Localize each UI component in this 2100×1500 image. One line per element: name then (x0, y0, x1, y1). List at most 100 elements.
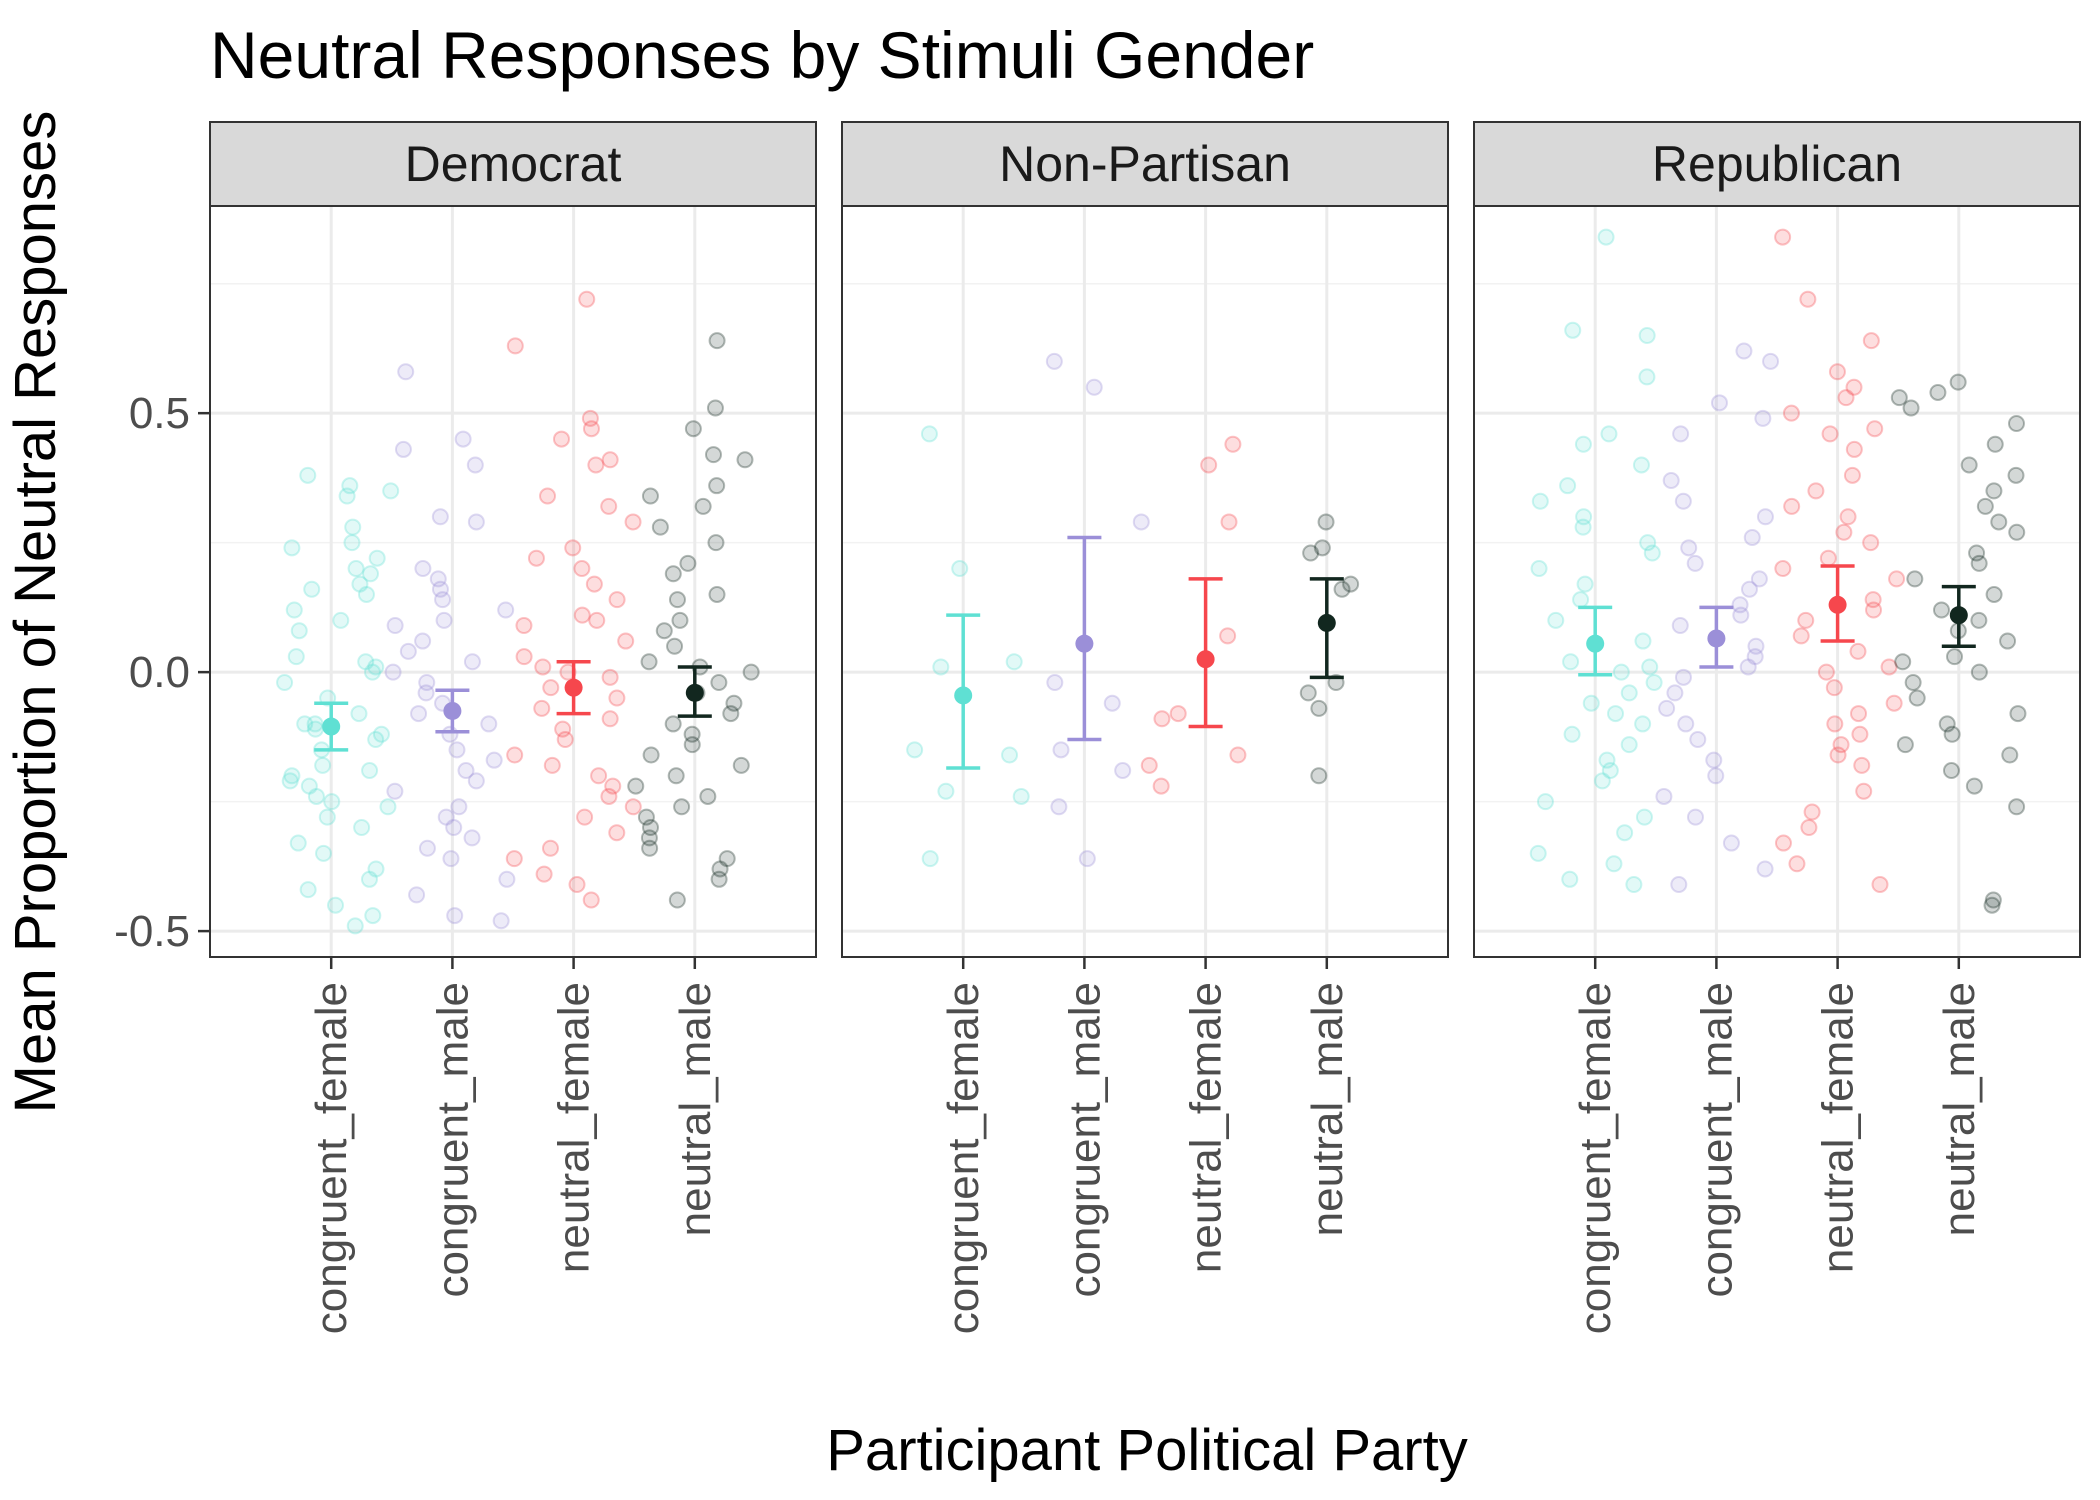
data-point-neutral_male (1302, 544, 1320, 562)
data-point-congruent_female (290, 622, 308, 640)
data-point-neutral_male (2007, 466, 2025, 484)
data-point-neutral_male (1894, 653, 1912, 671)
data-point-congruent_female (347, 560, 365, 578)
data-point-congruent_female (1561, 870, 1579, 888)
data-point-neutral_male (627, 777, 645, 795)
data-point-neutral_female (1865, 601, 1883, 619)
data-point-congruent_female (338, 487, 356, 505)
data-point-congruent_male (1735, 342, 1753, 360)
data-point-neutral_male (707, 534, 725, 552)
data-point-neutral_female (1862, 534, 1880, 552)
data-point-congruent_female (379, 798, 397, 816)
data-point-congruent_male (498, 870, 516, 888)
data-point-congruent_female (1635, 808, 1653, 826)
data-point-neutral_female (1774, 834, 1792, 852)
data-point-neutral_male (642, 746, 660, 764)
data-point-neutral_male (1986, 435, 2004, 453)
data-point-neutral_female (535, 865, 553, 883)
data-point-congruent_male (441, 725, 459, 743)
data-point-congruent_male (417, 684, 435, 702)
data-point-neutral_female (576, 808, 594, 826)
data-point-neutral_male (1896, 736, 1914, 754)
data-point-congruent_male (485, 751, 503, 769)
data-point-congruent_female (1593, 772, 1611, 790)
data-point-neutral_male (1317, 513, 1335, 531)
x-tick-label: neutral_male (1935, 982, 1984, 1236)
data-point-neutral_female (600, 497, 618, 515)
data-point-neutral_female (552, 430, 570, 448)
data-point-congruent_male (1658, 699, 1676, 717)
data-point-congruent_female (367, 658, 385, 676)
data-point-congruent_female (1616, 824, 1634, 842)
data-point-congruent_female (1605, 855, 1623, 873)
data-point-congruent_female (920, 425, 938, 443)
data-point-neutral_female (1866, 420, 1884, 438)
data-point-congruent_female (363, 663, 381, 681)
data-point-congruent_female (1012, 787, 1030, 805)
data-point-neutral_male (732, 756, 750, 774)
data-point-neutral_female (581, 409, 599, 427)
data-point-neutral_female (617, 632, 635, 650)
data-point-congruent_female (367, 730, 385, 748)
data-point-congruent_male (414, 560, 432, 578)
data-point-congruent_male (1085, 378, 1103, 396)
data-point-neutral_male (725, 694, 743, 712)
data-point-neutral_female (1845, 440, 1863, 458)
y-tick-label: 0.5 (129, 389, 190, 438)
data-point-congruent_female (364, 907, 382, 925)
data-point-neutral_male (641, 839, 659, 857)
data-point-neutral_male (710, 870, 728, 888)
data-point-neutral_female (1774, 228, 1792, 246)
data-point-congruent_male (1743, 528, 1761, 546)
data-point-congruent_male (1686, 808, 1704, 826)
data-point-neutral_male (1890, 389, 1908, 407)
y-tick-label: 0.0 (129, 648, 190, 697)
data-point-neutral_male (2008, 798, 2026, 816)
mean-point-neutral_male (1949, 606, 1968, 625)
data-point-neutral_female (624, 513, 642, 531)
data-point-congruent_male (457, 762, 475, 780)
data-point-neutral_male (722, 705, 740, 723)
data-point-congruent_female (303, 580, 321, 598)
data-point-congruent_female (315, 844, 333, 862)
data-point-congruent_female (1600, 425, 1618, 443)
data-point-congruent_female (299, 466, 317, 484)
panel-background (1474, 206, 2080, 957)
mean-point-congruent_female (322, 717, 341, 736)
data-point-congruent_male (434, 591, 452, 609)
data-point-neutral_female (582, 420, 600, 438)
data-point-neutral_female (590, 767, 608, 785)
data-point-neutral_female (1140, 756, 1158, 774)
data-point-congruent_female (1564, 321, 1582, 339)
data-point-neutral_male (1968, 544, 1986, 562)
data-point-congruent_female (1576, 575, 1594, 593)
data-point-neutral_female (1817, 663, 1835, 681)
data-point-neutral_female (1849, 642, 1867, 660)
data-point-neutral_male (664, 565, 682, 583)
panel-border (1473, 205, 2081, 958)
data-point-congruent_female (1574, 518, 1592, 536)
data-point-neutral_female (608, 689, 626, 707)
data-point-neutral_female (1839, 508, 1857, 526)
data-point-congruent_male (1655, 787, 1673, 805)
data-point-congruent_female (361, 762, 379, 780)
data-point-neutral_female (608, 824, 626, 842)
data-point-neutral_male (668, 591, 686, 609)
data-point-neutral_female (1832, 736, 1850, 754)
data-point-congruent_female (1641, 658, 1659, 676)
data-point-congruent_female (1639, 534, 1657, 552)
data-point-congruent_male (431, 580, 449, 598)
strip-democrat (209, 121, 817, 207)
data-point-congruent_male (399, 642, 417, 660)
data-point-neutral_female (1229, 746, 1247, 764)
data-point-congruent_female (1530, 560, 1548, 578)
data-point-neutral_male (1333, 580, 1351, 598)
data-point-congruent_female (1547, 611, 1565, 629)
data-point-congruent_female (1531, 492, 1549, 510)
data-point-neutral_female (505, 850, 523, 868)
data-point-neutral_male (1970, 663, 1988, 681)
panel-border (841, 205, 1449, 958)
y-axis-title: Mean Proportion of Neutral Responses (3, 111, 68, 1114)
data-point-neutral_male (1310, 767, 1328, 785)
data-point-congruent_female (332, 611, 350, 629)
